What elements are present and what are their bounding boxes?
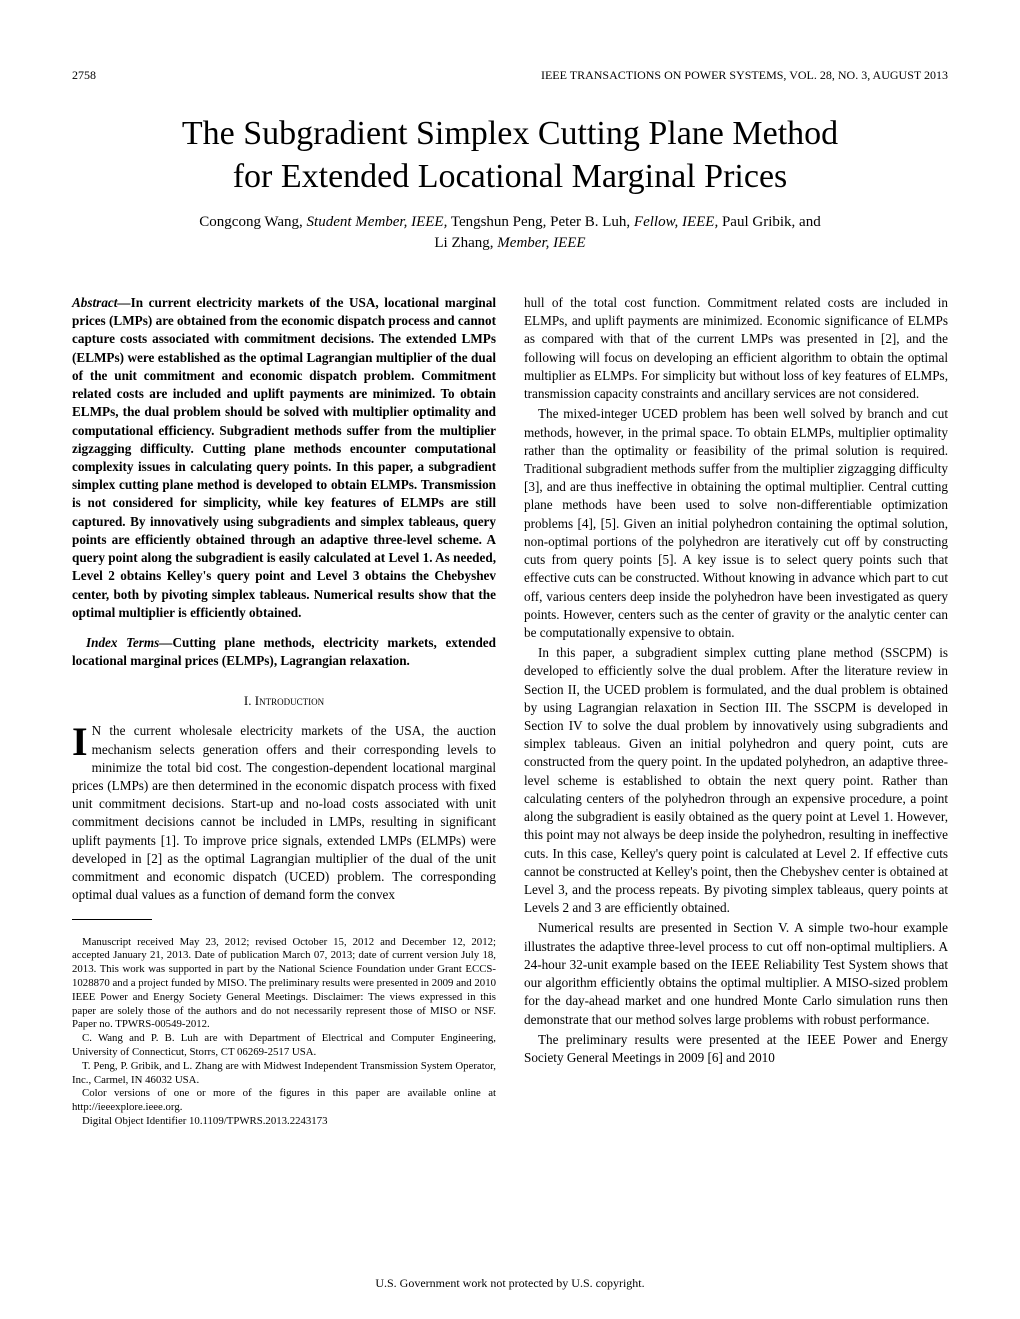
left-column: Abstract—In current electricity markets … <box>72 294 496 1129</box>
paper-page: 2758 IEEE TRANSACTIONS ON POWER SYSTEMS,… <box>0 0 1020 1319</box>
abstract-text: In current electricity markets of the US… <box>72 295 496 620</box>
abstract: Abstract—In current electricity markets … <box>72 294 496 622</box>
intro-paragraph: IN the current wholesale electricity mar… <box>72 722 496 904</box>
page-number: 2758 <box>72 68 96 83</box>
index-terms-label: Index Terms— <box>86 635 173 650</box>
body-paragraph: Numerical results are presented in Secti… <box>524 919 948 1028</box>
authors-block: Congcong Wang, Student Member, IEEE, Ten… <box>72 212 948 254</box>
footnote-rule <box>72 919 152 920</box>
author-membership: Fellow, IEEE, <box>634 214 718 230</box>
right-column: hull of the total cost function. Commitm… <box>524 294 948 1129</box>
author-membership: Member, IEEE <box>497 235 585 251</box>
title-line-1: The Subgradient Simplex Cutting Plane Me… <box>182 115 838 152</box>
author-affiliation: C. Wang and P. B. Luh are with Departmen… <box>72 1032 496 1060</box>
index-terms: Index Terms—Cutting plane methods, elect… <box>72 634 496 670</box>
intro-text: N the current wholesale electricity mark… <box>72 723 496 902</box>
author-membership: Student Member, IEEE, <box>307 214 448 230</box>
doi: Digital Object Identifier 10.1109/TPWRS.… <box>72 1115 496 1129</box>
section-heading-introduction: I. Introduction <box>72 692 496 710</box>
body-paragraph: The mixed-integer UCED problem has been … <box>524 405 948 642</box>
manuscript-footnote: Manuscript received May 23, 2012; revise… <box>72 936 496 1129</box>
authors-part: Tengshun Peng, Peter B. Luh, <box>447 214 634 230</box>
running-header: 2758 IEEE TRANSACTIONS ON POWER SYSTEMS,… <box>72 68 948 83</box>
body-paragraph: In this paper, a subgradient simplex cut… <box>524 644 948 917</box>
abstract-label: Abstract— <box>72 295 131 310</box>
body-paragraph: hull of the total cost function. Commitm… <box>524 294 948 403</box>
authors-part: Paul Gribik, and <box>718 214 821 230</box>
journal-title: IEEE TRANSACTIONS ON POWER SYSTEMS, VOL.… <box>541 68 948 83</box>
two-column-layout: Abstract—In current electricity markets … <box>72 294 948 1129</box>
paper-title: The Subgradient Simplex Cutting Plane Me… <box>72 113 948 198</box>
authors-part: Li Zhang, <box>434 235 497 251</box>
dropcap: I <box>72 722 92 759</box>
color-versions-note: Color versions of one or more of the fig… <box>72 1087 496 1115</box>
body-paragraph: The preliminary results were presented a… <box>524 1031 948 1067</box>
copyright-footer: U.S. Government work not protected by U.… <box>0 1276 1020 1291</box>
author-affiliation: T. Peng, P. Gribik, and L. Zhang are wit… <box>72 1060 496 1088</box>
authors-part: Congcong Wang, <box>199 214 306 230</box>
title-line-2: for Extended Locational Marginal Prices <box>233 158 788 195</box>
manuscript-info: Manuscript received May 23, 2012; revise… <box>72 936 496 1033</box>
